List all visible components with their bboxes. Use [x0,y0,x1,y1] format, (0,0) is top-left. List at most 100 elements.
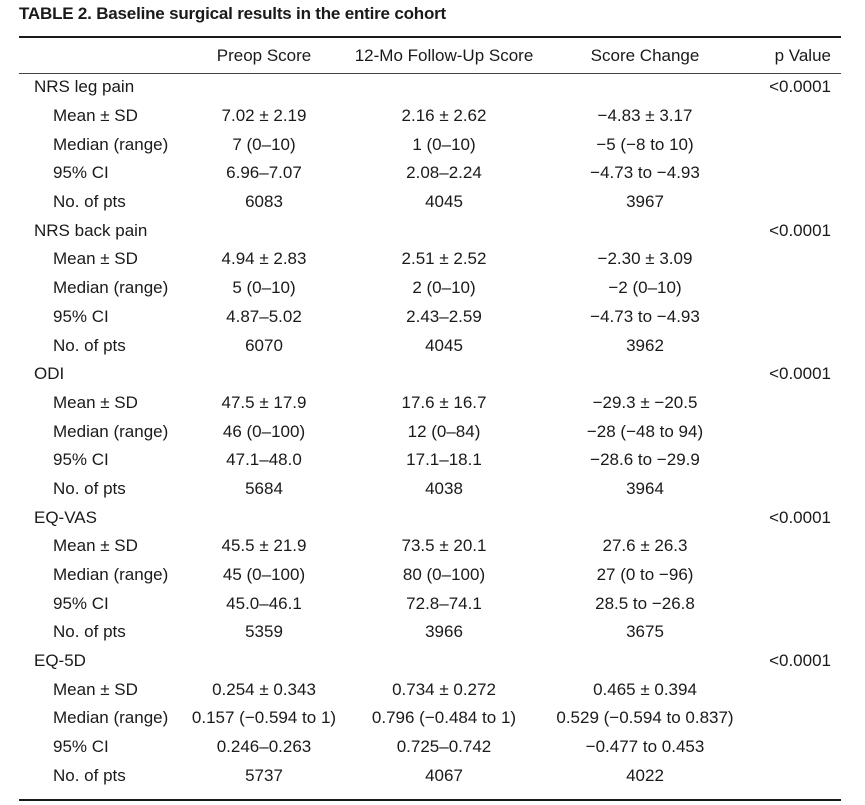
followup-value: 12 (0–84) [407,421,481,441]
group-row-eq-vas: EQ-VAS <0.0001 [19,503,841,532]
group-label: EQ-VAS [34,507,97,527]
change-value: −2.30 ± 3.09 [597,249,693,269]
followup-value: 2 (0–10) [412,278,476,298]
followup-value: 3966 [425,622,463,642]
row-label: Mean ± SD [53,536,138,556]
empty-cell [741,159,841,188]
empty-cell [741,475,841,504]
empty-cell [741,130,841,159]
table-row: Median (range) 5 (0–10) 2 (0–10) −2 (0–10) [19,274,841,303]
row-label: Mean ± SD [53,106,138,126]
empty-cell [189,503,339,532]
empty-cell [741,733,841,762]
change-value: −2 (0–10) [608,278,682,298]
followup-value: 2.51 ± 2.52 [401,249,487,269]
followup-value: 80 (0–100) [402,565,486,585]
preop-value: 5359 [245,622,283,642]
empty-cell [549,647,741,676]
row-label: Median (range) [53,421,169,441]
row-label: No. of pts [53,192,126,212]
table-row: Median (range) 45 (0–100) 80 (0–100) 27 (0 … [19,561,841,590]
empty-cell [741,446,841,475]
group-label: ODI [34,364,65,384]
row-label: No. of pts [53,622,126,642]
followup-value: 0.734 ± 0.272 [392,679,496,699]
table-row: No. of pts 6070 4045 3962 [19,331,841,360]
empty-cell [339,73,549,102]
preop-value: 47.1–48.0 [226,450,302,470]
bottom-rule [19,799,841,801]
empty-cell [339,503,549,532]
header-followup: 12-Mo Follow-Up Score [354,46,534,65]
table-row: Mean ± SD 4.94 ± 2.83 2.51 ± 2.52 −2.30 ± 3… [19,245,841,274]
change-value: −4.73 to −4.93 [590,306,700,326]
empty-cell [741,188,841,217]
preop-value: 45.5 ± 21.9 [221,536,307,556]
row-label: 95% CI [53,306,109,326]
preop-value: 5684 [245,478,283,498]
preop-value: 0.246–0.263 [216,737,312,757]
followup-value: 2.16 ± 2.62 [401,106,487,126]
empty-cell [741,675,841,704]
followup-value: 73.5 ± 20.1 [401,536,487,556]
group-row-nrs-back-pain: NRS back pain <0.0001 [19,216,841,245]
table-body: NRS leg pain <0.0001 Mean ± SD 7.02 ± 2.19 2… [19,73,841,790]
change-value: 3964 [626,478,664,498]
header-rule [19,73,841,74]
change-value: 3967 [626,192,664,212]
row-label: Median (range) [53,134,169,154]
followup-value: 1 (0–10) [412,134,476,154]
change-value: −0.477 to 0.453 [585,737,705,757]
followup-value: 2.43–2.59 [406,306,482,326]
table-row: 95% CI 6.96–7.07 2.08–2.24 −4.73 to −4.93 [19,159,841,188]
change-value: 27 (0 to −96) [596,565,694,585]
group-label: NRS back pain [34,220,148,240]
row-label: 95% CI [53,593,109,613]
preop-value: 46 (0–100) [222,421,306,441]
followup-value: 4045 [425,335,463,355]
table-row: No. of pts 5359 3966 3675 [19,618,841,647]
header-label [19,39,189,73]
table-row: Mean ± SD 7.02 ± 2.19 2.16 ± 2.62 −4.83 ± 3… [19,102,841,131]
table-row: Mean ± SD 45.5 ± 21.9 73.5 ± 20.1 27.6 ± 26… [19,532,841,561]
empty-cell [189,216,339,245]
followup-value: 4067 [425,765,463,785]
change-value: 28.5 to −26.8 [595,593,695,613]
empty-cell [189,360,339,389]
followup-value: 0.725–0.742 [396,737,492,757]
change-value: 3962 [626,335,664,355]
empty-cell [741,331,841,360]
p-value: <0.0001 [769,507,831,527]
header-p-value: p Value [774,46,831,65]
empty-cell [549,216,741,245]
header-preop: Preop Score [216,46,312,65]
table-row: 95% CI 4.87–5.02 2.43–2.59 −4.73 to −4.93 [19,303,841,332]
group-row-nrs-leg-pain: NRS leg pain <0.0001 [19,73,841,102]
group-row-odi: ODI <0.0001 [19,360,841,389]
empty-cell [741,618,841,647]
p-value: <0.0001 [769,651,831,671]
change-value: 3675 [626,622,664,642]
empty-cell [189,647,339,676]
empty-cell [741,102,841,131]
preop-value: 0.254 ± 0.343 [212,679,316,699]
preop-value: 45 (0–100) [222,565,306,585]
table-row: 95% CI 0.246–0.263 0.725–0.742 −0.477 to 0.… [19,733,841,762]
change-value: −4.73 to −4.93 [590,163,700,183]
followup-value: 72.8–74.1 [406,593,482,613]
preop-value: 7.02 ± 2.19 [221,106,307,126]
empty-cell [741,274,841,303]
empty-cell [189,73,339,102]
group-label: EQ-5D [34,651,86,671]
empty-cell [549,73,741,102]
empty-cell [339,360,549,389]
followup-value: 4038 [425,478,463,498]
row-label: Median (range) [53,565,169,585]
empty-cell [741,532,841,561]
preop-value: 6070 [245,335,283,355]
empty-cell [741,704,841,733]
change-value: −28.6 to −29.9 [590,450,700,470]
change-value: 4022 [626,765,664,785]
empty-cell [549,360,741,389]
preop-value: 45.0–46.1 [226,593,302,613]
